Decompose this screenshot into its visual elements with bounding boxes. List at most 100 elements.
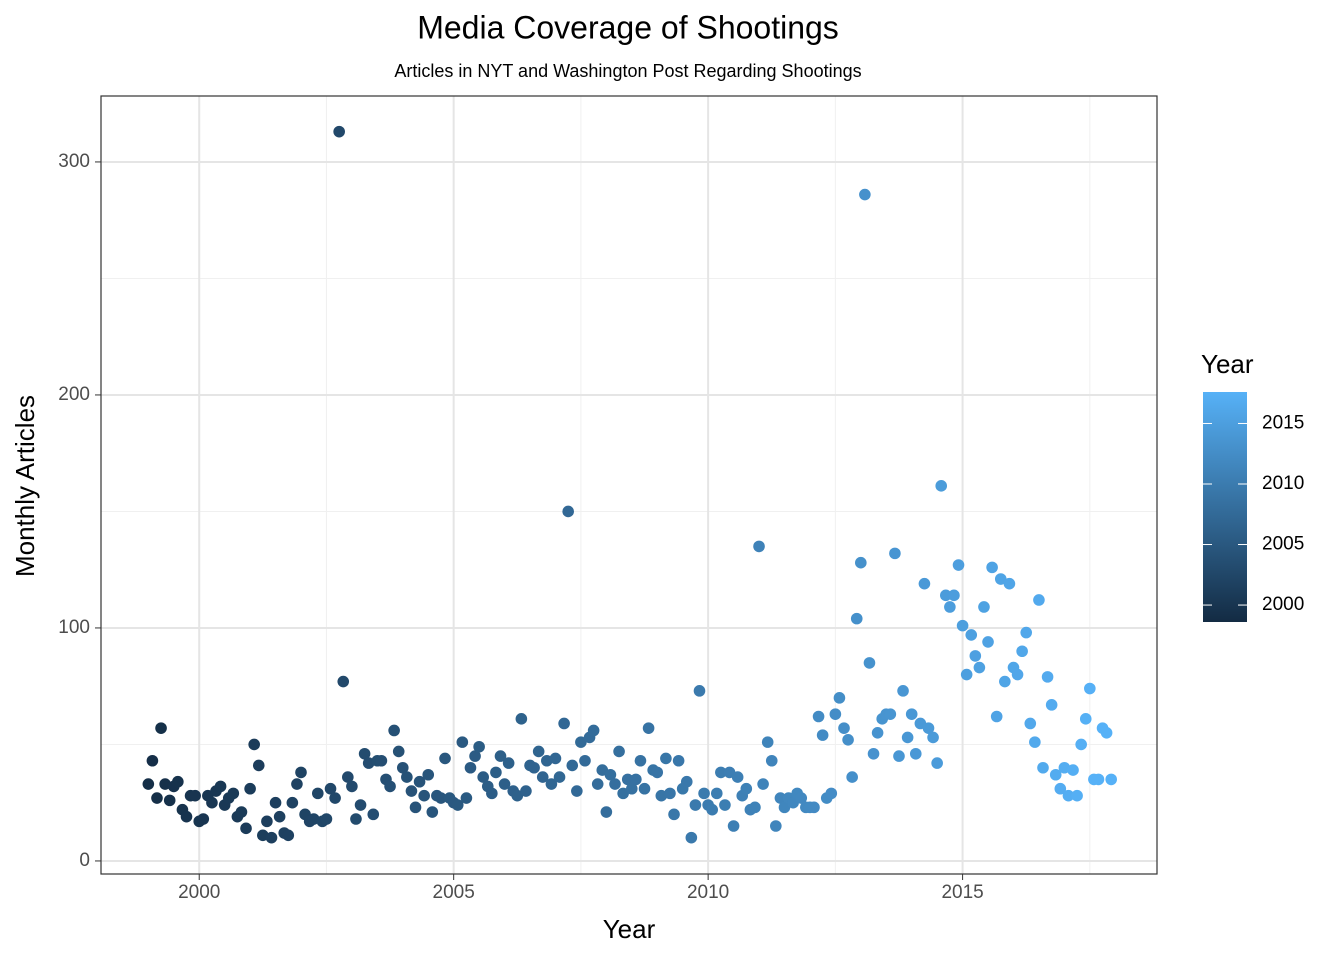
legend-label: 2000	[1262, 594, 1304, 615]
point	[850, 612, 863, 625]
point	[922, 722, 935, 734]
point	[931, 757, 943, 769]
point	[189, 789, 201, 802]
point	[1079, 713, 1092, 725]
point	[498, 778, 511, 790]
point	[969, 650, 982, 662]
point	[778, 801, 791, 814]
point	[753, 540, 765, 553]
point	[1067, 764, 1079, 776]
point	[486, 787, 498, 800]
point	[689, 799, 702, 811]
point	[1024, 717, 1037, 730]
point	[435, 792, 447, 804]
point	[566, 759, 579, 772]
point	[829, 708, 842, 720]
point	[600, 806, 613, 818]
point	[613, 745, 625, 758]
point	[180, 810, 193, 823]
point	[833, 692, 846, 704]
point	[320, 813, 333, 825]
point	[396, 761, 409, 774]
point	[329, 792, 341, 804]
point	[672, 754, 685, 767]
point	[940, 589, 952, 602]
point	[948, 589, 960, 602]
point	[291, 778, 303, 790]
point	[460, 792, 473, 804]
point	[464, 761, 477, 774]
point	[333, 125, 345, 138]
point	[384, 780, 396, 793]
point	[765, 754, 778, 767]
point	[935, 480, 948, 492]
point	[795, 792, 808, 804]
point	[1029, 736, 1041, 748]
x-tick-label: 2000	[178, 882, 220, 903]
point	[273, 810, 286, 823]
point	[545, 778, 558, 790]
point	[146, 754, 159, 767]
point	[909, 747, 922, 760]
point	[685, 831, 698, 844]
point	[227, 787, 240, 800]
point	[511, 789, 524, 802]
point	[859, 188, 871, 201]
point	[392, 745, 405, 758]
x-tick-label: 2005	[433, 882, 475, 903]
point	[668, 808, 680, 821]
point	[617, 787, 629, 800]
legend-label: 2005	[1262, 534, 1304, 555]
point	[282, 829, 295, 842]
point	[770, 820, 782, 832]
point	[986, 561, 998, 574]
point	[710, 787, 723, 800]
point	[418, 789, 430, 802]
point	[956, 619, 969, 632]
point	[973, 661, 986, 674]
point	[680, 775, 693, 788]
point	[871, 726, 884, 739]
point	[897, 685, 909, 697]
point	[575, 736, 587, 748]
chart-subtitle: Articles in NYT and Washington Post Rega…	[394, 61, 861, 81]
point	[774, 792, 787, 804]
point	[375, 754, 388, 767]
point	[350, 813, 362, 825]
x-tick-label: 2010	[687, 882, 729, 903]
point	[982, 636, 994, 648]
point	[715, 766, 727, 779]
point	[889, 547, 901, 560]
point	[295, 766, 307, 779]
point	[502, 757, 515, 769]
point	[532, 745, 545, 758]
point	[426, 806, 439, 818]
point	[740, 782, 753, 795]
point	[731, 771, 744, 783]
y-tick-label: 300	[58, 151, 90, 172]
y-tick-label: 0	[79, 850, 90, 871]
point	[990, 710, 1003, 723]
point	[354, 799, 367, 811]
point	[952, 559, 965, 571]
point	[867, 747, 880, 760]
point	[342, 771, 354, 783]
y-tick-label: 200	[58, 384, 90, 405]
point	[163, 794, 176, 807]
point	[1037, 761, 1049, 774]
point	[978, 601, 990, 613]
point	[642, 722, 655, 734]
point	[337, 675, 350, 688]
point	[553, 771, 566, 783]
point	[960, 668, 973, 681]
point	[884, 708, 897, 720]
point	[927, 731, 939, 744]
point	[401, 771, 413, 783]
point	[604, 768, 617, 781]
point	[269, 796, 282, 809]
point	[893, 750, 905, 762]
point	[311, 787, 324, 800]
point	[1075, 738, 1087, 751]
point	[413, 775, 426, 788]
